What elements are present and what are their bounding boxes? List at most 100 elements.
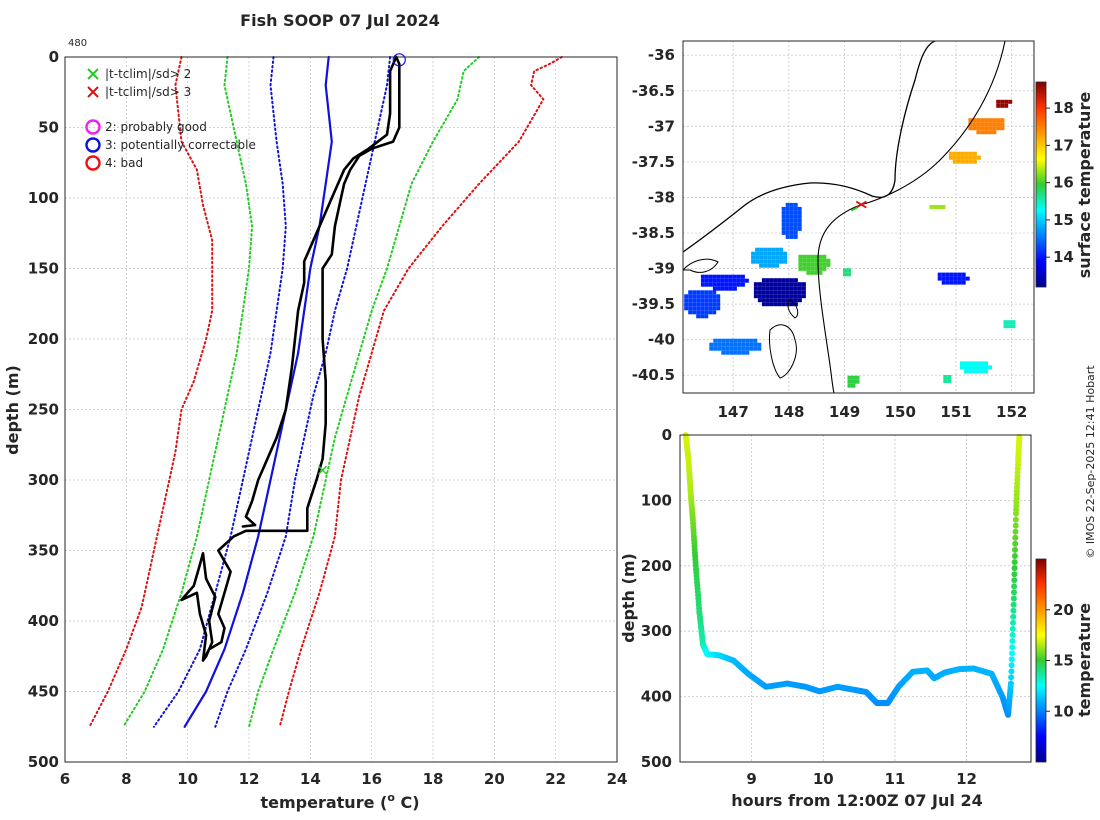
sst-pixel xyxy=(771,251,776,256)
time-depth-trace xyxy=(682,432,1023,718)
sst-pixel xyxy=(717,338,722,343)
sst-pixel xyxy=(763,255,768,260)
legend-entry-label: 4: bad xyxy=(105,156,143,170)
sst-pixel xyxy=(733,338,738,343)
map-lon-tick-label: 150 xyxy=(885,403,916,421)
sst-pixel xyxy=(801,294,806,299)
sst-pixel xyxy=(757,298,762,303)
sst-pixel xyxy=(773,286,778,291)
sst-pixel xyxy=(789,298,794,303)
sst-pixel xyxy=(789,222,794,227)
sst-pixel xyxy=(785,286,790,291)
sst-pixel xyxy=(745,346,750,351)
sst-pixel xyxy=(724,286,729,291)
sst-pixel xyxy=(761,282,766,287)
sst-pixel xyxy=(793,230,798,235)
flinders-island-outline xyxy=(769,324,797,379)
sst-pixel xyxy=(763,251,768,256)
sst-pixel xyxy=(716,274,721,279)
sst-pixel xyxy=(751,251,756,256)
sst-pixel xyxy=(789,214,794,219)
profile-series-clim-plus1sd xyxy=(214,56,392,728)
sst-pixel xyxy=(700,274,705,279)
sst-pixel xyxy=(826,258,831,263)
time-x-tick-label: 9 xyxy=(746,770,756,788)
sst-pixel xyxy=(806,262,811,267)
sst-pixel xyxy=(980,130,985,135)
sst-pixel xyxy=(785,202,790,207)
profile-y-axis-label: depth (m) xyxy=(3,365,22,455)
time-y-tick-label: 200 xyxy=(641,557,672,575)
sst-pixel xyxy=(696,298,701,303)
sst-pixel xyxy=(810,262,815,267)
sst-pixel xyxy=(724,278,729,283)
sst-pixel xyxy=(964,361,968,366)
sst-pixel xyxy=(728,282,733,287)
sst-pixel xyxy=(721,346,726,351)
sst-pixel xyxy=(818,258,823,263)
sst-pixel xyxy=(972,122,977,127)
sst-pixel xyxy=(960,365,964,370)
sst-pixel xyxy=(779,247,784,252)
trace-point xyxy=(1011,583,1018,590)
map-lon-tick-label: 148 xyxy=(773,403,804,421)
sst-pixel xyxy=(700,302,705,307)
profile-x-tick-label: 14 xyxy=(300,770,321,788)
map-lat-tick-label: -37.5 xyxy=(632,153,675,171)
sst-pixel xyxy=(806,270,811,275)
sst-pixel xyxy=(797,298,802,303)
sst-pixel xyxy=(984,369,988,374)
sst-pixel xyxy=(741,350,746,355)
map-colorbar-tick-label: 16 xyxy=(1053,174,1074,192)
sst-pixel xyxy=(968,361,972,366)
map-lat-tick-label: -36 xyxy=(648,46,675,64)
sst-pixel xyxy=(740,274,745,279)
sst-pixel xyxy=(781,214,786,219)
time-y-axis-label: depth (m) xyxy=(619,553,638,643)
sst-pixel xyxy=(980,365,984,370)
sst-pixel xyxy=(728,274,733,279)
sst-pixel xyxy=(684,298,689,303)
sst-pixel xyxy=(785,234,790,239)
map-axes-frame xyxy=(682,40,1035,394)
sst-pixel xyxy=(957,276,962,281)
sst-pixel xyxy=(781,226,786,231)
sst-pixel xyxy=(785,226,790,231)
sst-pixel xyxy=(741,342,746,347)
sst-pixel xyxy=(732,274,737,279)
profile-x-tick-label: 18 xyxy=(423,770,444,788)
sst-pixel xyxy=(793,302,798,307)
trace-point xyxy=(1012,534,1019,541)
trace-point xyxy=(1010,595,1017,602)
profile-max-depth-note: 480 xyxy=(68,38,87,49)
sst-pixel xyxy=(851,375,856,380)
sst-pixel xyxy=(767,263,772,268)
sst-pixel xyxy=(737,350,742,355)
map-panel: 147 148 149 150 151 152 -36-36.5-37-37.5-38-3… xyxy=(632,40,1094,421)
ship-position-marker xyxy=(850,200,867,212)
sst-pixel xyxy=(721,338,726,343)
map-lat-tick-labels: -36 -36.5 -37 -37.5 -38 -38.5 -39 -39.5 -40 -40.5 xyxy=(632,46,675,384)
sst-pixel xyxy=(767,259,772,264)
sst-pixel xyxy=(771,247,776,252)
trace-point xyxy=(1011,559,1018,566)
sst-pixel xyxy=(712,298,717,303)
sst-pixel xyxy=(712,290,717,295)
sst-pixel xyxy=(704,282,709,287)
profile-x-tick-label: 20 xyxy=(484,770,505,788)
sst-pixel xyxy=(684,306,689,311)
trace-point xyxy=(1007,680,1014,687)
sst-pixel xyxy=(948,151,953,156)
eez-boundary-line xyxy=(859,41,1006,206)
time-y-tick-labels: 0 100 200 300 400 500 xyxy=(641,426,672,771)
sst-pixel xyxy=(708,310,713,315)
map-lat-tick-label: -36.5 xyxy=(632,82,675,100)
sst-pixel xyxy=(769,298,774,303)
sst-pixel xyxy=(785,290,790,295)
sst-pixel xyxy=(700,294,705,299)
profile-title: Fish SOOP 07 Jul 2024 xyxy=(240,11,440,30)
sst-pixel xyxy=(843,268,847,273)
sst-pixel xyxy=(961,276,966,281)
sst-pixel xyxy=(765,286,770,291)
